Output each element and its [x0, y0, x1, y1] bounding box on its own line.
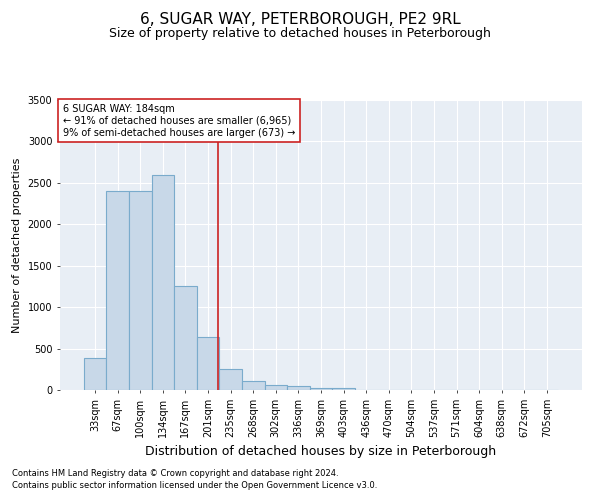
Text: 6 SUGAR WAY: 184sqm
← 91% of detached houses are smaller (6,965)
9% of semi-deta: 6 SUGAR WAY: 184sqm ← 91% of detached ho…	[62, 104, 295, 138]
Bar	[129, 191, 152, 390]
Bar	[332, 388, 355, 390]
Bar	[84, 358, 106, 390]
X-axis label: Distribution of detached houses by size in Peterborough: Distribution of detached houses by size …	[145, 446, 497, 458]
Bar	[174, 286, 197, 390]
Y-axis label: Number of detached properties: Number of detached properties	[12, 158, 22, 332]
Bar	[242, 382, 265, 390]
Bar	[310, 388, 332, 390]
Text: Size of property relative to detached houses in Peterborough: Size of property relative to detached ho…	[109, 28, 491, 40]
Bar	[152, 174, 174, 390]
Bar	[220, 370, 242, 390]
Text: Contains HM Land Registry data © Crown copyright and database right 2024.: Contains HM Land Registry data © Crown c…	[12, 468, 338, 477]
Bar	[197, 337, 220, 390]
Text: Contains public sector information licensed under the Open Government Licence v3: Contains public sector information licen…	[12, 481, 377, 490]
Bar	[287, 386, 310, 390]
Bar	[106, 191, 129, 390]
Bar	[265, 386, 287, 390]
Text: 6, SUGAR WAY, PETERBOROUGH, PE2 9RL: 6, SUGAR WAY, PETERBOROUGH, PE2 9RL	[140, 12, 460, 28]
